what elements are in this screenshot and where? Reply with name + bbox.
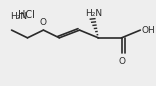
Text: OH: OH — [142, 26, 156, 35]
Text: HCl: HCl — [18, 10, 34, 20]
Text: O: O — [40, 18, 47, 27]
Text: O: O — [118, 57, 125, 66]
Text: H₂N: H₂N — [85, 9, 102, 18]
Text: H₂N: H₂N — [10, 12, 27, 21]
